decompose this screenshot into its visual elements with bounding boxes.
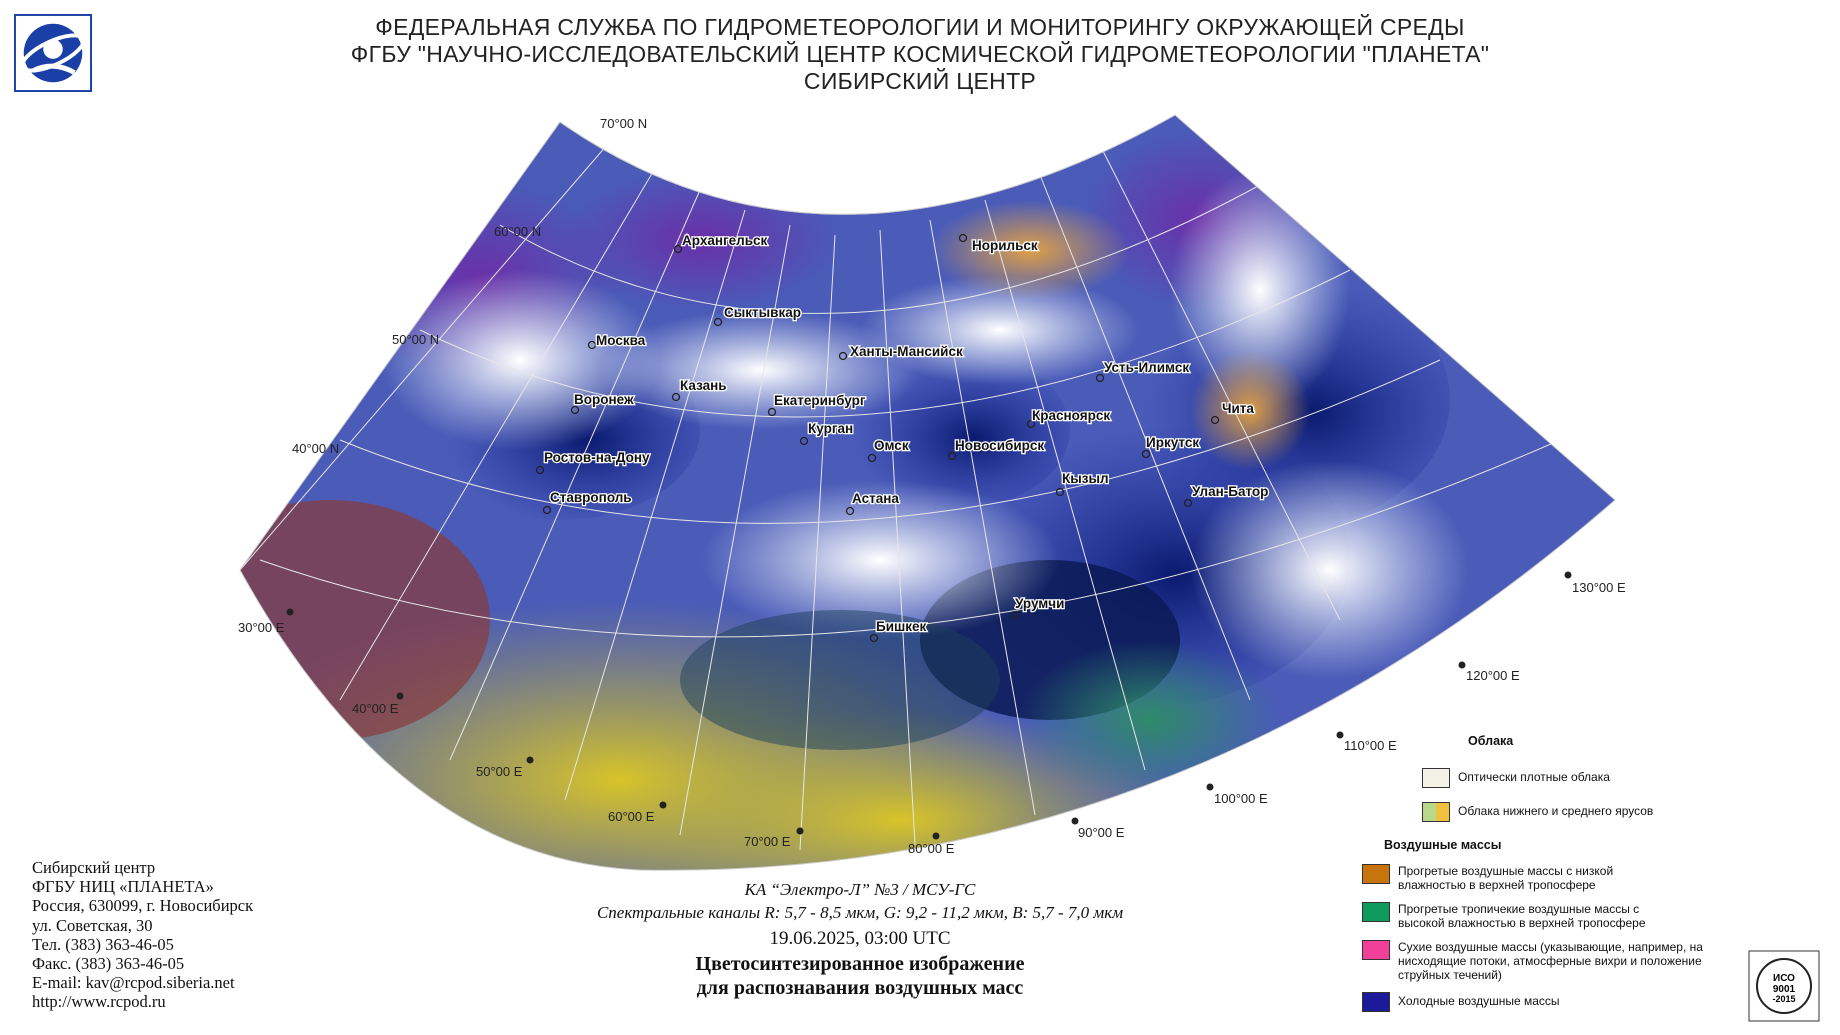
- lon-label: 120°00 E: [1466, 668, 1520, 683]
- datetime-label: 19.06.2025, 03:00 UTC: [769, 928, 951, 949]
- product-title-1: Цветосинтезированное изображение: [695, 953, 1025, 975]
- city-label: Чита: [1222, 401, 1254, 416]
- lon-label: 70°00 E: [744, 834, 791, 849]
- city-label: Бишкек: [876, 619, 927, 634]
- swatch-warm-dry: [1362, 864, 1390, 884]
- channels-label: Спектральные каналы R: 5,7 - 8,5 мкм, G:…: [596, 903, 1124, 922]
- lon-label: 130°00 E: [1572, 580, 1626, 595]
- product-title-2: для распознавания воздушных масс: [696, 977, 1024, 999]
- legend-item: Холодные воздушные массы: [1362, 992, 1722, 1012]
- legend-airmass-title: Воздушные массы: [1384, 838, 1502, 852]
- lat-label: 60°00 N: [494, 224, 541, 239]
- swatch-tropical-moist: [1362, 902, 1390, 922]
- swatch-dry: [1362, 940, 1390, 960]
- legend-label: Прогретые воздушные массы с низкой влажн…: [1398, 864, 1614, 892]
- city-label: Кызыл: [1062, 471, 1109, 486]
- header: ФЕДЕРАЛЬНАЯ СЛУЖБА ПО ГИДРОМЕТЕОРОЛОГИИ …: [0, 14, 1840, 95]
- swatch-cold: [1362, 992, 1390, 1012]
- city-label: Москва: [596, 333, 646, 348]
- longitude-labels: 30°00 E 40°00 E 50°00 E 60°00 E 70°00 E …: [238, 571, 1626, 856]
- city-label: Улан-Батор: [1192, 484, 1268, 499]
- city-label: Курган: [808, 421, 853, 436]
- contact-email: E-mail: kav@rcpod.siberia.net: [32, 973, 235, 993]
- satellite-imagery: [240, 115, 1615, 871]
- swatch-low-mid-clouds: [1422, 802, 1450, 822]
- legend-label: Оптически плотные облака: [1458, 770, 1610, 784]
- contact-block: Сибирский центр ФГБУ НИЦ «ПЛАНЕТА» Росси…: [32, 858, 253, 1012]
- iso-certification-badge: ИСО 9001 -2015: [1748, 950, 1820, 1022]
- legend-label: Холодные воздушные массы: [1398, 994, 1560, 1008]
- legend-item: Прогретые воздушные массы с низкой влажн…: [1362, 864, 1722, 892]
- iso-text-3: -2015: [1772, 994, 1795, 1004]
- city-label: Астана: [852, 491, 899, 506]
- city-label: Омск: [874, 438, 909, 453]
- lon-label: 60°00 E: [608, 809, 655, 824]
- iso-text-2: 9001: [1773, 984, 1796, 995]
- legend-label: Облака нижнего и среднего ярусов: [1458, 804, 1654, 818]
- city-label: Урумчи: [1015, 596, 1064, 611]
- legend-item: Облака нижнего и среднего ярусов: [1422, 802, 1653, 822]
- lon-label: 110°00 E: [1344, 738, 1397, 753]
- legend-item: Сухие воздушные массы (указывающие, напр…: [1362, 940, 1742, 982]
- legend-label: Сухие воздушные массы (указывающие, напр…: [1398, 940, 1703, 982]
- legend-clouds-title: Облака: [1468, 734, 1514, 748]
- iso-text-1: ИСО: [1773, 973, 1795, 984]
- contact-phone: Тел. (383) 363-46-05: [32, 934, 174, 954]
- contact-web: http://www.rcpod.ru: [32, 992, 166, 1012]
- city-label: Усть-Илимск: [1104, 360, 1189, 375]
- contact-fax: Факс. (383) 363-46-05: [32, 954, 185, 974]
- graticule: [240, 115, 1561, 851]
- legend-item: Оптически плотные облака: [1422, 768, 1610, 788]
- lat-label: 40°00 N: [292, 441, 339, 456]
- lat-label: 70°00 N: [600, 116, 647, 131]
- city-label: Ханты-Мансийск: [850, 344, 963, 359]
- header-line-2: ФГБУ "НАУЧНО-ИССЛЕДОВАТЕЛЬСКИЙ ЦЕНТР КОС…: [350, 41, 1490, 67]
- header-line-1: ФЕДЕРАЛЬНАЯ СЛУЖБА ПО ГИДРОМЕТЕОРОЛОГИИ …: [375, 14, 1465, 40]
- city-label: Иркутск: [1146, 435, 1199, 450]
- city-label: Казань: [680, 378, 727, 393]
- contact-address-2: ул. Советская, 30: [32, 915, 153, 935]
- city-label: Воронеж: [574, 392, 634, 407]
- city-label: Ставрополь: [550, 490, 632, 505]
- city-label: Красноярск: [1032, 408, 1110, 423]
- city-label: Новосибирск: [955, 438, 1044, 453]
- caption: КА “Электро-Л” №3 / МСУ-ГС Спектральные …: [520, 878, 1200, 1000]
- legend-item: Прогретые тропичекие воздушные массы с в…: [1362, 902, 1722, 930]
- header-line-3: СИБИРСКИЙ ЦЕНТР: [803, 68, 1037, 94]
- lon-label: 80°00 E: [908, 841, 955, 856]
- contact-address-1: Россия, 630099, г. Новосибирск: [32, 896, 254, 916]
- city-label: Екатеринбург: [774, 393, 866, 408]
- lon-label: 100°00 E: [1214, 791, 1268, 806]
- lat-label: 50°00 N: [392, 332, 439, 347]
- city-label: Норильск: [972, 238, 1038, 253]
- contact-org-2: ФГБУ НИЦ «ПЛАНЕТА»: [32, 877, 214, 897]
- contact-org: Сибирский центр: [32, 858, 156, 877]
- satellite-label: КА “Электро-Л” №3 / МСУ-ГС: [744, 880, 976, 899]
- planeta-logo: [14, 14, 92, 92]
- city-markers: [535, 233, 1220, 643]
- legend-label: Прогретые тропичекие воздушные массы с в…: [1398, 902, 1646, 930]
- city-label: Архангельск: [682, 233, 768, 248]
- lon-label: 40°00 E: [352, 701, 399, 716]
- lon-label: 50°00 E: [476, 764, 523, 779]
- lon-label: 30°00 E: [238, 620, 285, 635]
- city-label: Ростов-на-Дону: [544, 450, 650, 465]
- swatch-dense-clouds: [1422, 768, 1450, 788]
- lon-label: 90°00 E: [1078, 825, 1125, 840]
- city-label: Сыктывкар: [724, 305, 801, 320]
